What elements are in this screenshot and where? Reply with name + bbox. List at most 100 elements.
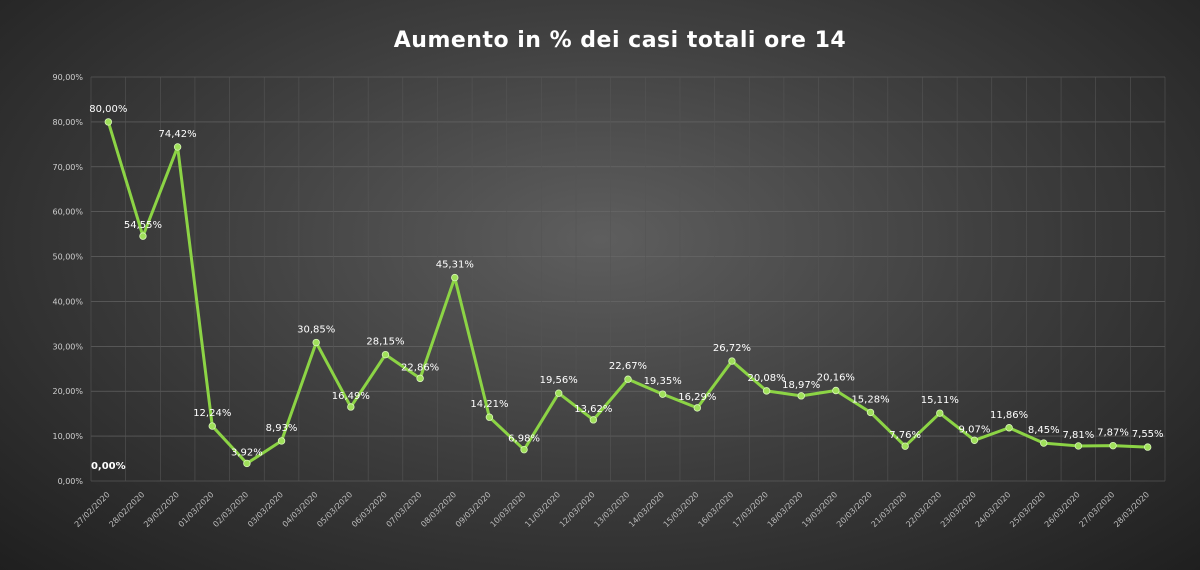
x-tick-label: 28/03/2020 <box>1112 490 1151 529</box>
x-tick-label: 26/03/2020 <box>1043 490 1082 529</box>
data-label: 11,86% <box>990 410 1028 421</box>
x-tick-label: 01/03/2020 <box>177 490 216 529</box>
x-tick-label: 28/02/2020 <box>107 490 146 529</box>
data-label: 6,98% <box>508 434 540 445</box>
x-tick-label: 14/03/2020 <box>627 490 666 529</box>
chart-title: Aumento in % dei casi totali ore 14 <box>393 28 847 53</box>
data-label: 20,16% <box>817 373 855 384</box>
data-label: 9,07% <box>959 424 991 435</box>
data-label: 45,31% <box>436 260 474 271</box>
y-tick-label: 80,00% <box>52 118 83 127</box>
data-point <box>1074 442 1083 450</box>
x-tick-label: 18/03/2020 <box>766 490 805 529</box>
y-tick-label: 10,00% <box>52 432 83 441</box>
x-tick-label: 23/03/2020 <box>939 490 978 529</box>
data-point <box>693 404 701 412</box>
x-tick-label: 25/03/2020 <box>1008 490 1047 529</box>
x-tick-label: 13/03/2020 <box>592 490 631 529</box>
y-tick-label: 30,00% <box>52 342 83 351</box>
data-point <box>208 422 216 430</box>
zero-annotation: 0,00% <box>91 461 126 472</box>
data-point <box>243 459 251 468</box>
x-tick-label: 05/03/2020 <box>315 490 354 529</box>
data-point <box>381 350 390 359</box>
data-point <box>104 118 113 126</box>
x-tick-label: 19/03/2020 <box>800 490 839 529</box>
data-point <box>1005 424 1013 432</box>
data-point <box>1109 441 1117 450</box>
data-label: 30,85% <box>297 325 335 336</box>
data-point <box>555 389 563 397</box>
data-point <box>762 387 771 395</box>
data-point <box>1143 443 1152 451</box>
x-tick-label: 20/03/2020 <box>835 490 874 529</box>
data-label: 7,76% <box>889 430 921 441</box>
x-tick-label: 22/03/2020 <box>904 490 943 529</box>
data-label: 18,97% <box>782 380 820 391</box>
data-point <box>485 413 494 421</box>
data-point <box>866 408 875 417</box>
data-label: 13,62% <box>574 404 612 415</box>
data-label: 22,67% <box>609 361 647 372</box>
x-tick-label: 15/03/2020 <box>662 490 701 529</box>
data-point <box>1040 439 1048 447</box>
x-tick-label: 07/03/2020 <box>385 490 424 529</box>
x-tick-label: 12/03/2020 <box>558 490 597 529</box>
data-label: 22,86% <box>401 362 439 373</box>
x-tick-label: 16/03/2020 <box>696 490 735 529</box>
data-point <box>173 143 182 151</box>
x-tick-label: 24/03/2020 <box>974 490 1013 529</box>
data-label: 20,08% <box>748 373 786 384</box>
data-label: 19,56% <box>540 375 578 386</box>
data-label: 7,55% <box>1132 429 1164 440</box>
data-label: 14,21% <box>470 399 508 410</box>
data-label: 7,87% <box>1097 428 1129 439</box>
x-tick-label: 03/03/2020 <box>246 490 285 529</box>
data-label: 7,81% <box>1062 430 1094 441</box>
x-tick-label: 02/03/2020 <box>211 490 250 529</box>
data-label: 26,72% <box>713 343 751 354</box>
data-label: 15,11% <box>921 395 959 406</box>
data-point <box>277 437 286 445</box>
y-tick-label: 0,00% <box>58 477 84 486</box>
x-tick-label: 08/03/2020 <box>419 490 458 529</box>
y-tick-label: 40,00% <box>52 297 83 306</box>
data-label: 19,35% <box>644 376 682 387</box>
data-point <box>797 392 805 400</box>
data-point <box>970 436 979 444</box>
x-tick-label: 06/03/2020 <box>350 490 389 529</box>
data-point <box>728 357 736 365</box>
data-label: 12,24% <box>193 408 231 419</box>
y-tick-label: 50,00% <box>52 253 83 262</box>
data-label: 28,15% <box>366 337 404 348</box>
x-tick-label: 29/02/2020 <box>142 490 181 529</box>
data-label: 8,93% <box>266 423 298 434</box>
data-point <box>312 338 320 347</box>
y-tick-label: 60,00% <box>52 208 83 217</box>
data-point <box>589 416 598 424</box>
data-point <box>624 375 632 383</box>
x-tick-label: 27/03/2020 <box>1077 490 1116 529</box>
x-tick-label: 21/03/2020 <box>870 490 909 529</box>
data-point <box>901 442 909 450</box>
data-label: 74,42% <box>159 129 197 140</box>
y-tick-label: 20,00% <box>52 387 83 396</box>
x-tick-label: 11/03/2020 <box>523 490 562 529</box>
data-label: 16,29% <box>678 392 716 403</box>
data-point <box>832 386 840 395</box>
data-point <box>416 374 424 383</box>
data-point <box>658 390 667 398</box>
x-tick-label: 10/03/2020 <box>489 490 528 529</box>
x-tick-label: 09/03/2020 <box>454 490 493 529</box>
data-point <box>936 409 944 417</box>
x-tick-label: 17/03/2020 <box>731 490 770 529</box>
data-label: 3,92% <box>231 447 263 458</box>
data-label: 15,28% <box>851 394 889 405</box>
x-tick-label: 04/03/2020 <box>281 490 320 529</box>
x-tick-label: 27/02/2020 <box>73 490 112 529</box>
data-label: 54,55% <box>124 220 162 231</box>
data-label: 8,45% <box>1028 425 1060 436</box>
data-label: 80,00% <box>89 104 127 115</box>
